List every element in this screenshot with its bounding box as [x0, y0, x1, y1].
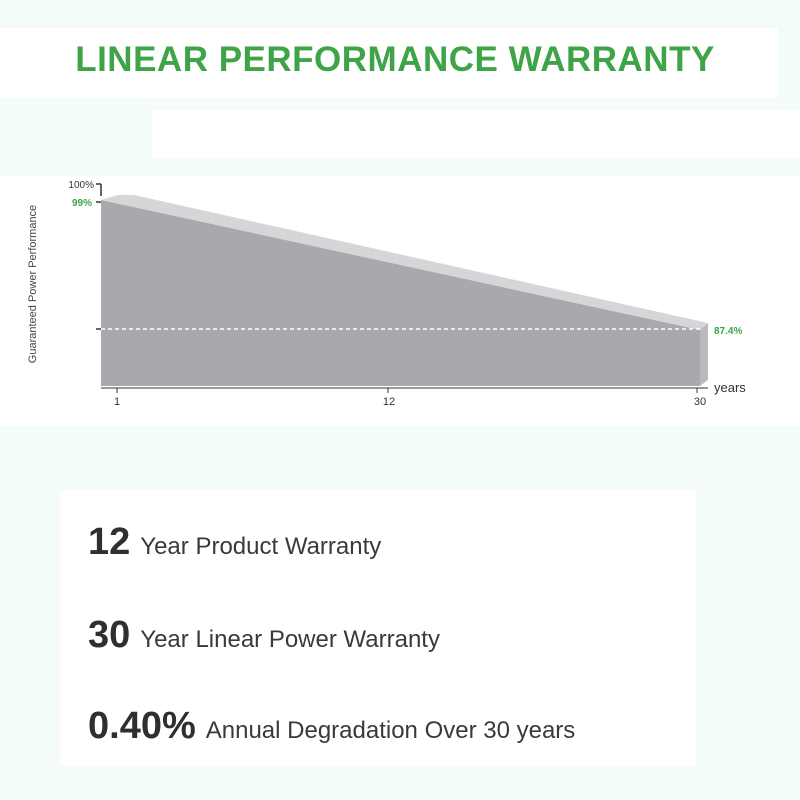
y-axis-label: Guaranteed Power Performance [27, 205, 39, 363]
stat-degradation: 0.40% Annual Degradation Over 30 years [88, 705, 575, 748]
stat-number: 0.40% [88, 705, 196, 747]
title-panel-lower [152, 110, 800, 158]
area-top-bevel [101, 195, 708, 330]
annotation-start-value: 99% [72, 198, 92, 209]
stat-product-warranty: 12 Year Product Warranty [88, 521, 381, 564]
y-tick-label-100: 100% [68, 180, 94, 191]
stat-label: Year Product Warranty [140, 533, 382, 560]
annotation-end-value: 87.4% [714, 326, 742, 337]
stat-power-warranty: 30 Year Linear Power Warranty [88, 614, 440, 657]
x-tick-label: 30 [694, 396, 706, 408]
title-panel [0, 28, 778, 98]
warranty-chart: Guaranteed Power Performance 100% 99% 1 … [27, 180, 746, 408]
stat-number: 30 [88, 614, 131, 656]
x-axis-label: years [714, 380, 746, 395]
page-title: LINEAR PERFORMANCE WARRANTY [75, 40, 715, 79]
stat-label: Annual Degradation Over 30 years [205, 717, 576, 744]
stat-label: Year Linear Power Warranty [140, 626, 440, 653]
x-axis [101, 387, 708, 393]
area-side [700, 323, 708, 386]
stats-panel [60, 490, 696, 766]
area-fill [101, 200, 700, 386]
x-tick-label: 1 [114, 396, 120, 408]
x-tick-label: 12 [383, 396, 395, 408]
y-axis [96, 183, 102, 330]
stat-number: 12 [88, 521, 131, 563]
